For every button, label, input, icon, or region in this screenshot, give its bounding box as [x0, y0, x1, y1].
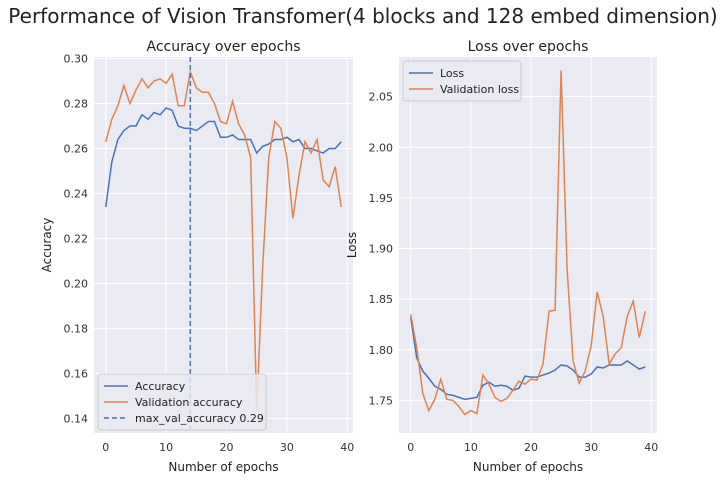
- accuracy-plot-area: [94, 57, 353, 433]
- accuracy-y-tick-label: 0.20: [64, 277, 89, 290]
- loss-panel: 0 10 20 30 40 1.75 1.80 1.85 1.90 1.95 2.00 2.05 Los…: [345, 39, 658, 474]
- loss-series-1-line: [409, 317, 646, 401]
- loss-y-tick-label: 2.00: [369, 141, 394, 154]
- loss-y-tick-label: 2.05: [369, 91, 394, 104]
- accuracy-legend-box: [97, 373, 267, 431]
- accuracy-chart-title: Accuracy over epochs: [147, 39, 301, 55]
- loss-x-tick-label: 10: [464, 441, 478, 454]
- accuracy-x-tick-label: 20: [220, 441, 234, 454]
- figure-title: Performance of Vision Transfomer(4 block…: [8, 4, 718, 28]
- loss-y-tick-label: 1.85: [369, 293, 394, 306]
- accuracy-legend-label: Accuracy: [135, 380, 186, 393]
- accuracy-x-tick-label: 0: [102, 441, 109, 454]
- accuracy-y-tick-label: 0.30: [64, 53, 89, 66]
- loss-legend-box: [402, 60, 522, 102]
- accuracy-y-tick-label: 0.28: [64, 98, 89, 111]
- accuracy-y-tick-label: 0.16: [64, 367, 89, 380]
- accuracy-y-tick-label: 0.14: [64, 412, 89, 425]
- loss-x-tick-label: 30: [584, 441, 598, 454]
- loss-legend-label: Loss: [440, 67, 464, 80]
- loss-chart-title: Loss over epochs: [468, 39, 589, 55]
- accuracy-legend: Accuracy Validation accuracy max_val_accur…: [97, 373, 267, 431]
- loss-x-tick-label: 0: [407, 441, 414, 454]
- accuracy-y-tick-label: 0.22: [64, 232, 89, 245]
- loss-y-tick-label: 1.90: [369, 243, 394, 256]
- accuracy-y-tick-label: 0.26: [64, 143, 89, 156]
- accuracy-legend-label: max_val_accuracy 0.29: [135, 412, 264, 425]
- loss-y-axis-label: Loss: [345, 232, 359, 258]
- loss-x-axis-label: Number of epochs: [473, 460, 583, 474]
- accuracy-x-tick-label: 40: [340, 441, 354, 454]
- loss-legend-label: Validation loss: [440, 83, 519, 96]
- accuracy-x-tick-label: 10: [159, 441, 173, 454]
- loss-y-tick-label: 1.80: [369, 344, 394, 357]
- accuracy-legend-label: Validation accuracy: [135, 396, 243, 409]
- loss-x-tick-label: 20: [524, 441, 538, 454]
- loss-x-tick-label: 40: [644, 441, 658, 454]
- accuracy-series-1-line: [105, 107, 342, 208]
- accuracy-y-tick-label: 0.24: [64, 188, 89, 201]
- loss-legend: Loss Validation loss: [402, 60, 522, 102]
- loss-plot-area: [399, 57, 657, 433]
- accuracy-x-axis-label: Number of epochs: [168, 460, 278, 474]
- loss-y-tick-label: 1.95: [369, 192, 394, 205]
- accuracy-x-tick-label: 30: [280, 441, 294, 454]
- accuracy-series-2-line: [105, 69, 342, 412]
- accuracy-y-axis-label: Accuracy: [40, 218, 54, 273]
- accuracy-y-tick-label: 0.18: [64, 322, 89, 335]
- loss-y-tick-label: 1.75: [369, 394, 394, 407]
- loss-series-2-line: [409, 70, 647, 416]
- accuracy-panel: 0 10 20 30 40 0.14 0.16 0.18 0.20 0.22 0.24 0.26 0.2…: [40, 39, 354, 474]
